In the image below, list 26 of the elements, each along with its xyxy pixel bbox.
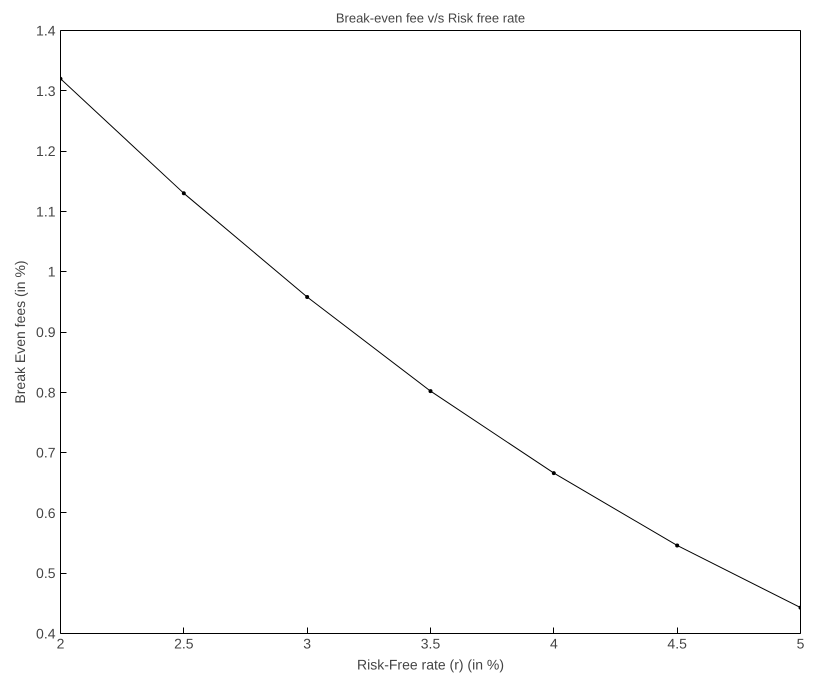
- point: [552, 471, 556, 476]
- point: [305, 295, 310, 300]
- y-tick-label: 0.6: [36, 504, 56, 521]
- point: [182, 191, 186, 196]
- x-tick-label: 2: [56, 636, 65, 652]
- y-tick-label: 1.1: [36, 203, 56, 220]
- x-tick-label: 3: [303, 636, 312, 652]
- y-tick-label: 1.2: [36, 143, 56, 160]
- point: [675, 543, 680, 548]
- y-tick-label: 1.4: [36, 22, 56, 38]
- y-tick-label: 1.3: [36, 82, 56, 99]
- point: [428, 389, 432, 394]
- y-tick-label: 0.7: [36, 444, 56, 461]
- y-tick-label: 0.5: [36, 565, 56, 582]
- y-tick-label: 1: [48, 264, 56, 280]
- x-axis-title: Risk-Free rate (r) (in %): [356, 656, 504, 672]
- y-tick-label: 0.9: [36, 324, 56, 340]
- x-tick-label: 4.5: [667, 636, 688, 652]
- x-tick-label: 3.5: [420, 636, 440, 652]
- y-axis-title: Break Even fees (in %): [12, 260, 28, 404]
- x-tick-label: 2.5: [174, 636, 194, 652]
- chart-title: Break-even fee v/s Risk free rate: [336, 10, 526, 26]
- y-tick-label: 0.4: [36, 626, 56, 642]
- x-tick-label: 4: [550, 636, 558, 652]
- x-tick-label: 5: [796, 636, 805, 652]
- y-tick-label: 0.8: [36, 384, 56, 400]
